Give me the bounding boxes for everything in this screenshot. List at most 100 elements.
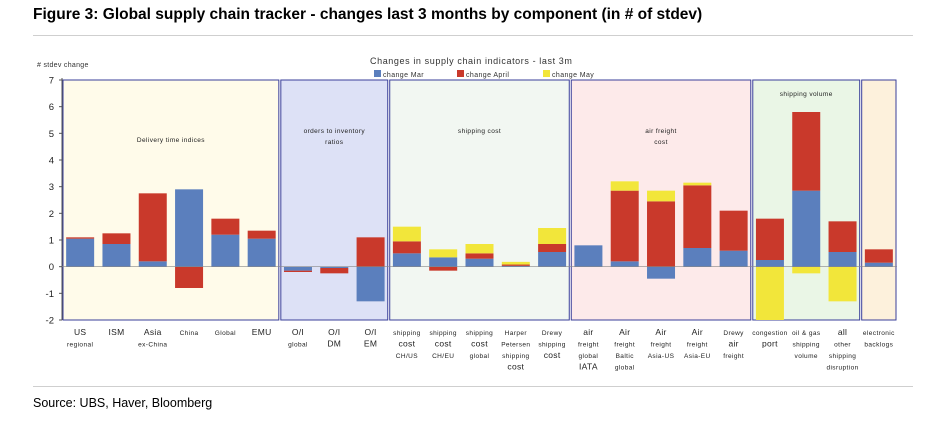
category-label: congestion [752,330,787,337]
legend-label: change Mar [383,72,424,79]
category-label: air [583,327,593,337]
category-label: disruption [826,365,858,372]
category-label: Harper [505,330,528,337]
bar-segment [465,253,494,259]
y-tick-label: 2 [49,209,54,220]
y-tick-label: -1 [46,289,54,300]
category-label: shipping [393,330,420,337]
category-label: freight [614,342,635,349]
y-axis-label: # stdev change [37,62,89,69]
group-label: shipping cost [458,128,501,135]
bar-segment [66,237,95,239]
category-label: cost [435,339,452,349]
category-label: cost [471,339,488,349]
group-label: shipping volume [780,91,833,98]
bar-segment [283,270,312,272]
category-label: O/I [328,327,340,337]
group-band [62,79,280,321]
category-label: ex-China [138,342,167,349]
category-label: O/I [292,327,304,337]
bar-segment [538,228,567,244]
category-labels: US regional ISM Asia ex-China China Global EMU O… [67,327,895,372]
bottom-divider [33,386,913,387]
bar-segment [392,241,421,254]
category-label: air [728,339,738,349]
legend-swatch [374,70,381,77]
category-label: cost [398,339,415,349]
bar-segment [320,266,349,268]
bar-segment [392,253,421,267]
category-label: Asia-US [648,353,675,360]
category-label: Air [619,327,630,337]
bar-segment [247,230,276,239]
category-label: global [579,353,599,360]
bar-segment [647,201,676,267]
group-band [861,79,897,321]
top-divider [33,35,913,36]
category-label: freight [723,353,744,360]
bar-segment [610,261,639,267]
y-tick-label: 3 [49,182,54,193]
bar-segment [501,264,530,266]
category-label: Air [655,327,666,337]
category-label: Petersen [501,342,530,349]
bar-segment [828,252,857,267]
y-tick-label: 4 [49,156,54,167]
bar-segment [647,190,676,202]
category-label: IATA [579,362,598,372]
group-label: air freight [645,128,677,135]
bar-segment [501,265,530,267]
category-label: oil & gas [792,330,821,337]
bar-segment [647,266,676,279]
bar-segment [356,237,385,267]
category-label: DM [327,339,341,349]
category-label: other [834,342,851,349]
bars [66,112,893,320]
category-label: Baltic [616,353,635,360]
legend-swatch [543,70,550,77]
y-tick-label: -2 [46,316,54,327]
category-label: Global [215,330,236,337]
group-band [389,79,570,321]
bar-segment [792,190,821,267]
category-label: ISM [108,327,124,337]
bar-segment [429,249,458,258]
bar-segment [864,249,893,263]
category-label: Drewy [542,330,563,337]
bar-segment [755,266,784,320]
category-label: Asia-EU [684,353,711,360]
y-tick-label: 7 [49,76,54,87]
category-label: Air [692,327,703,337]
category-label: electronic [863,330,895,337]
bar-segment [828,221,857,252]
bar-segment [175,189,204,267]
category-label: freight [578,342,599,349]
bar-segment [719,210,748,251]
bar-segment [465,244,494,254]
legend-label: change May [552,72,594,79]
category-label: volume [795,353,818,360]
category-label: EMU [252,327,272,337]
category-label: port [762,339,778,349]
category-label: backlogs [864,342,893,349]
y-tick-label: 1 [49,236,54,247]
bar-segment [683,248,712,267]
group-label: orders to inventory [304,128,366,135]
chart-title: Changes in supply chain indicators - las… [370,56,573,66]
bar-segment [429,266,458,271]
category-label: freight [651,342,672,349]
category-label: shipping [502,353,529,360]
bar-segment [755,218,784,260]
bar-segment [66,238,95,267]
bar-segment [538,252,567,267]
bar-segment [501,261,530,265]
category-label: US [74,327,86,337]
bar-segment [102,233,131,244]
category-label: CH/EU [432,353,454,360]
legend-label: change April [466,72,509,79]
category-label: EM [364,339,377,349]
y-tick-label: 0 [49,262,54,273]
bar-segment [211,234,240,267]
bar-segment [792,112,821,191]
